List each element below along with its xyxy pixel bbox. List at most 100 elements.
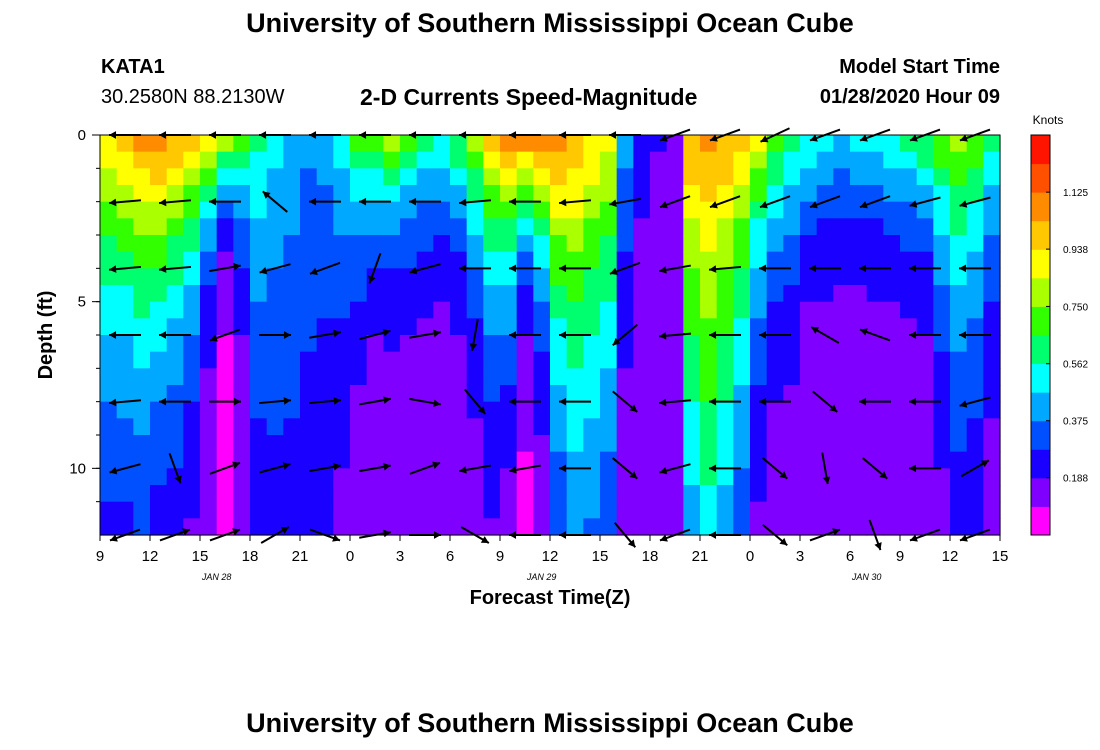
- current-vector: [762, 457, 788, 480]
- current-vector: [859, 397, 891, 406]
- heatmap-cell: [983, 168, 1001, 186]
- heatmap-cell: [416, 368, 434, 386]
- heatmap-cell: [350, 251, 368, 269]
- vector-arrowhead: [559, 264, 567, 273]
- heatmap-cell: [766, 518, 784, 536]
- vector-arrowhead: [759, 331, 767, 339]
- heatmap-cell: [600, 168, 618, 186]
- heatmap-cell: [600, 518, 618, 536]
- heatmap-cell: [316, 485, 334, 503]
- current-vector: [659, 264, 691, 274]
- heatmap-cell: [950, 318, 968, 336]
- heatmap-cell: [200, 201, 218, 219]
- current-vector: [309, 197, 341, 206]
- heatmap-cell: [950, 351, 968, 369]
- current-vector: [909, 397, 941, 406]
- heatmap-cell: [933, 301, 951, 319]
- heatmap-cell: [366, 201, 384, 219]
- heatmap-cell: [466, 218, 484, 236]
- current-vector: [909, 331, 941, 339]
- vector-arrowhead: [659, 534, 668, 542]
- heatmap-cell: [900, 318, 918, 336]
- heatmap-cell: [333, 485, 351, 503]
- heatmap-cell: [616, 435, 634, 453]
- heatmap-cell: [966, 301, 984, 319]
- heatmap-cell: [533, 451, 551, 469]
- heatmap-cell: [400, 385, 418, 403]
- heatmap-cell: [600, 401, 618, 419]
- heatmap-cell: [583, 318, 601, 336]
- heatmap-cell: [950, 151, 968, 169]
- heatmap-cell: [683, 351, 701, 369]
- heatmap-cell: [250, 151, 268, 169]
- heatmap-cell: [866, 268, 884, 286]
- heatmap-cell: [666, 451, 684, 469]
- heatmap-cell: [450, 518, 468, 536]
- heatmap-cell: [633, 335, 651, 353]
- heatmap-cell: [116, 201, 134, 219]
- heatmap-cell: [566, 285, 584, 303]
- heatmap-cell: [483, 418, 501, 436]
- heatmap-cell: [566, 468, 584, 486]
- heatmap-cell: [316, 435, 334, 453]
- heatmap-cell: [750, 168, 768, 186]
- heatmap-cell: [166, 218, 184, 236]
- heatmap-cell: [700, 418, 718, 436]
- heatmap-cell: [600, 151, 618, 169]
- heatmap-cell: [716, 251, 734, 269]
- vector-arrowhead: [859, 328, 868, 336]
- x-tick-label: 9: [496, 548, 504, 565]
- vector-arrowhead: [459, 131, 467, 139]
- heatmap-cell: [516, 468, 534, 486]
- vector-arrowhead: [629, 471, 638, 479]
- current-vector: [559, 531, 591, 539]
- current-vector: [359, 131, 391, 139]
- heatmap-cell: [233, 201, 251, 219]
- heatmap-cell: [916, 151, 934, 169]
- heatmap-cell: [166, 485, 184, 503]
- heatmap-cell: [150, 251, 168, 269]
- current-vector: [812, 390, 838, 413]
- heatmap-cell: [833, 468, 851, 486]
- heatmap-cell: [333, 351, 351, 369]
- page-title: University of Southern Mississippi Ocean…: [246, 8, 854, 38]
- heatmap-cell: [800, 235, 818, 253]
- heatmap-cell: [133, 301, 151, 319]
- heatmap-cell: [516, 435, 534, 453]
- vector-arrowhead: [822, 476, 831, 485]
- heatmap-cell: [316, 418, 334, 436]
- heatmap-cell: [900, 518, 918, 536]
- heatmap-cell: [633, 501, 651, 519]
- vector-arrowhead: [333, 329, 341, 338]
- heatmap-cell: [150, 401, 168, 419]
- heatmap-cell: [150, 485, 168, 503]
- heatmap-cell: [416, 218, 434, 236]
- heatmap-cell: [883, 335, 901, 353]
- heatmap-cell: [916, 468, 934, 486]
- vector-arrowhead: [959, 264, 967, 273]
- heatmap-cell: [233, 151, 251, 169]
- heatmap-cell: [800, 318, 818, 336]
- heatmap-cell: [733, 335, 751, 353]
- heatmap-cell: [283, 285, 301, 303]
- heatmap-cell: [516, 368, 534, 386]
- current-vector: [459, 131, 491, 139]
- heatmap-cell: [766, 451, 784, 469]
- vector-arrowhead: [709, 397, 717, 406]
- heatmap-cell: [216, 151, 234, 169]
- heatmap-cell: [100, 168, 118, 186]
- heatmap-cell: [716, 451, 734, 469]
- heatmap-cell: [716, 518, 734, 536]
- heatmap-cell: [200, 385, 218, 403]
- heatmap-cell: [250, 468, 268, 486]
- heatmap-cell: [933, 385, 951, 403]
- heatmap-cell: [500, 201, 518, 219]
- vector-arrowhead: [659, 134, 668, 142]
- current-vector: [109, 131, 141, 139]
- heatmap-cell: [666, 185, 684, 203]
- current-vector: [109, 331, 141, 339]
- current-vector: [558, 198, 592, 207]
- heatmap-cell: [216, 168, 234, 186]
- vector-arrowhead: [909, 134, 918, 142]
- heatmap-cell: [116, 518, 134, 536]
